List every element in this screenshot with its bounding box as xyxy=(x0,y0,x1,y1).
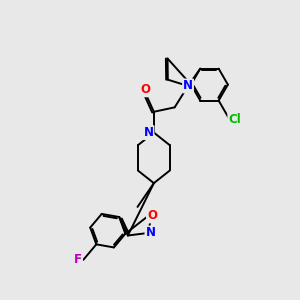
Text: N: N xyxy=(146,226,155,239)
Text: F: F xyxy=(74,253,82,266)
Text: O: O xyxy=(147,209,157,223)
Text: N: N xyxy=(183,80,193,92)
Text: O: O xyxy=(140,83,151,96)
Text: N: N xyxy=(143,126,154,139)
Text: Cl: Cl xyxy=(228,112,241,126)
